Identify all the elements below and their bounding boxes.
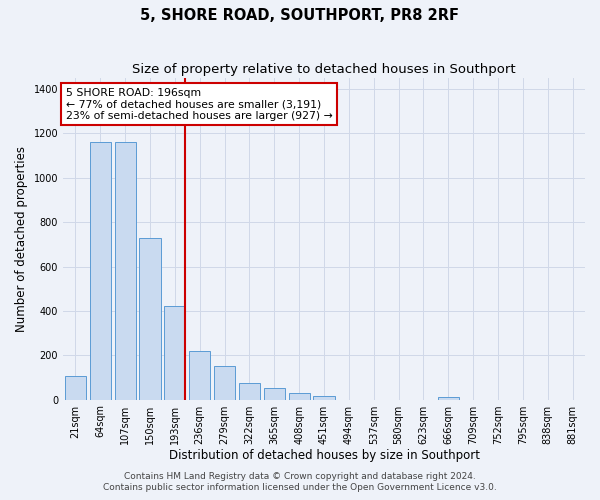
Bar (438, 397, 459, 400)
Y-axis label: Number of detached properties: Number of detached properties (15, 146, 28, 332)
Text: 5 SHORE ROAD: 196sqm
← 77% of detached houses are smaller (3,191)
23% of semi-de: 5 SHORE ROAD: 196sqm ← 77% of detached h… (65, 88, 332, 121)
Bar (313, 396, 335, 400)
Bar (65, 376, 86, 400)
Bar (264, 388, 285, 400)
Bar (239, 383, 260, 400)
Bar (90, 142, 111, 400)
Bar (139, 238, 161, 400)
Bar (289, 393, 310, 400)
X-axis label: Distribution of detached houses by size in Southport: Distribution of detached houses by size … (169, 450, 479, 462)
Bar (189, 351, 211, 400)
Bar (214, 366, 235, 400)
Title: Size of property relative to detached houses in Southport: Size of property relative to detached ho… (132, 62, 516, 76)
Bar (115, 142, 136, 400)
Bar (164, 306, 185, 400)
Text: Contains HM Land Registry data © Crown copyright and database right 2024.
Contai: Contains HM Land Registry data © Crown c… (103, 472, 497, 492)
Text: 5, SHORE ROAD, SOUTHPORT, PR8 2RF: 5, SHORE ROAD, SOUTHPORT, PR8 2RF (140, 8, 460, 22)
